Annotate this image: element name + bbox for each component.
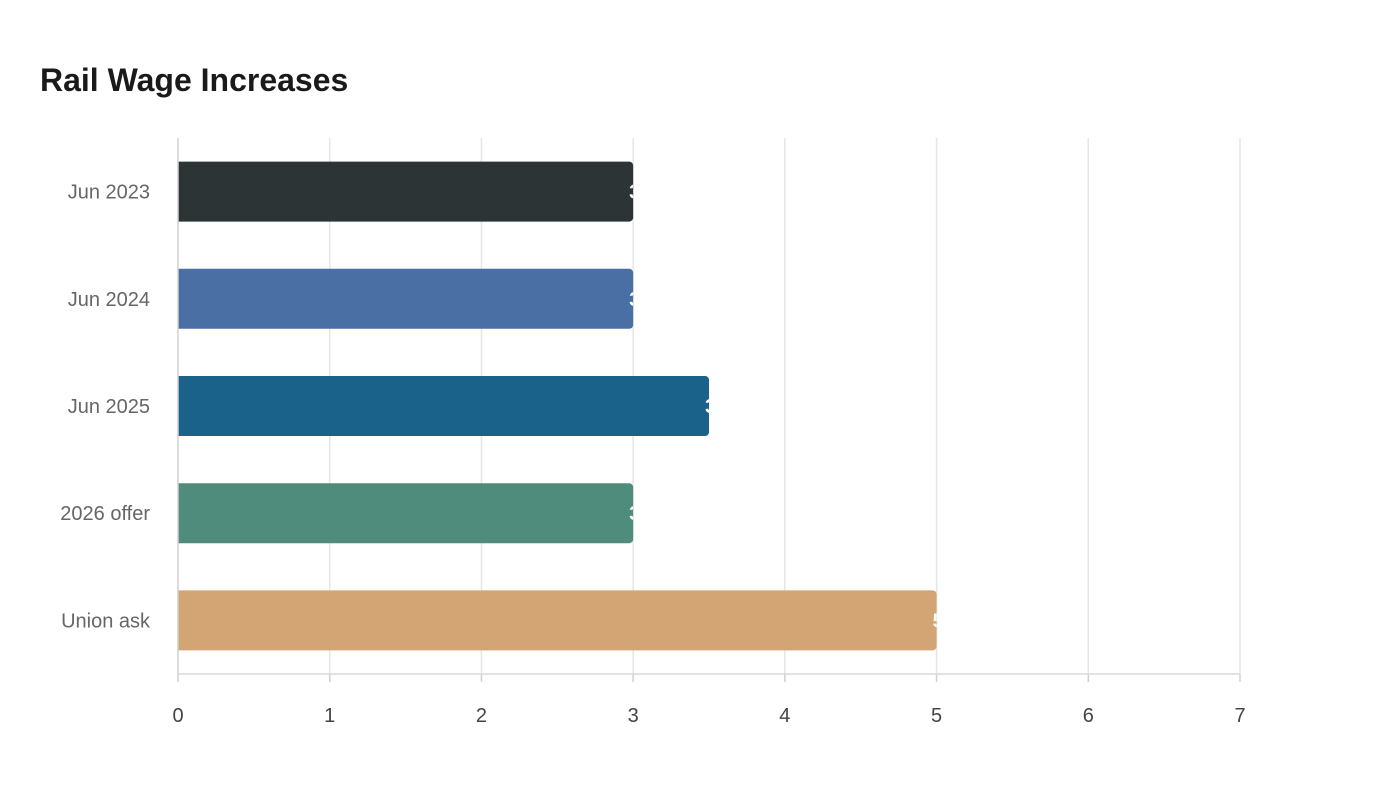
x-tick-label: 1 (324, 705, 335, 727)
x-tick-label: 4 (779, 705, 790, 727)
x-tick-label: 5 (931, 705, 942, 727)
chart-title: Rail Wage Increases (40, 62, 349, 98)
x-tick-label: 3 (628, 705, 639, 727)
axes: 0 1 2 3 4 5 6 7 Jun 2023 Jun 2024 Jun 2025 2026 off… (60, 138, 1246, 727)
data-label: 3.5 (705, 396, 733, 418)
category-label: 2026 offer (60, 503, 150, 525)
data-label: 3 (629, 503, 640, 525)
x-tick-label: 0 (172, 705, 183, 727)
data-label: 3 (629, 182, 640, 204)
data-label: 5 (933, 610, 944, 632)
bar (178, 161, 634, 222)
bar (178, 268, 634, 329)
category-label: Union ask (61, 610, 151, 632)
data-label: 3 (629, 289, 640, 311)
bar (178, 376, 709, 436)
category-label: Jun 2024 (68, 289, 150, 311)
x-tick-label: 7 (1234, 705, 1245, 727)
x-tick-label: 2 (476, 705, 487, 727)
bars: 3 3 3.5 3 5 (178, 161, 944, 651)
category-label: Jun 2025 (68, 396, 150, 418)
bar (178, 483, 634, 544)
bar (178, 590, 937, 651)
category-label: Jun 2023 (68, 182, 150, 204)
x-tick-label: 6 (1083, 705, 1094, 727)
